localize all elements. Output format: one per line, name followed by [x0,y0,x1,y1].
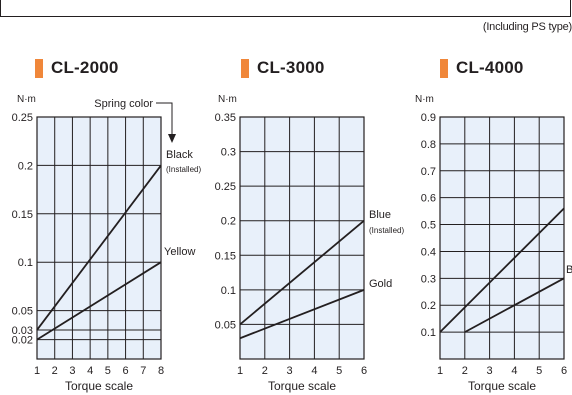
title-marker-icon [440,58,448,78]
title-marker-icon [241,58,249,78]
y-tick-label: 0.05 [215,319,236,331]
chart-title-3: CL-4000 [440,57,524,79]
arrow-down-icon [168,134,176,143]
series-line [439,207,565,333]
series-line [36,261,162,341]
y-tick-label: 0.7 [421,166,436,178]
x-tick-label: 6 [361,365,367,377]
series-label: B [566,264,572,276]
y-axis-unit: N·m [218,94,237,105]
note-text: (Including PS type) [482,21,572,33]
plot-area [36,116,162,360]
y-tick-label: 0.15 [12,209,33,221]
chart-title-text: CL-3000 [257,58,325,77]
chart-title-1: CL-2000 [35,57,119,79]
y-tick-label: 0.6 [421,193,436,205]
x-tick-label: 1 [34,365,40,377]
y-axis-unit: N·m [415,94,434,105]
x-tick-label: 6 [561,365,567,377]
x-tick-label: 5 [105,365,111,377]
y-tick-label: 0.3 [421,273,436,285]
x-tick-label: 1 [237,365,243,377]
x-tick-label: 3 [287,365,293,377]
y-tick-label: 0.2 [421,300,436,312]
chart-title-2: CL-3000 [241,57,325,79]
x-tick-label: 2 [262,365,268,377]
y-tick-label: 0.2 [18,160,33,172]
x-tick-label: 2 [52,365,58,377]
y-tick-label: 0.1 [18,257,33,269]
series-line [464,277,565,333]
header-frame [0,0,571,17]
y-tick-label: 0.4 [421,246,436,258]
y-tick-label: 0.8 [421,139,436,151]
x-tick-label: 4 [87,365,93,377]
y-tick-label: 0.03 [12,325,33,337]
series-line [239,220,365,326]
y-tick-label: 0.3 [221,147,236,159]
x-tick-label: 3 [69,365,75,377]
x-tick-label: 2 [462,365,468,377]
y-tick-label: 0.1 [421,327,436,339]
x-tick-label: 5 [536,365,542,377]
chart-title-text: CL-4000 [456,58,524,77]
x-tick-label: 6 [123,365,129,377]
series-label: Gold [369,278,392,290]
x-tick-label: 8 [158,365,164,377]
x-tick-label: 4 [311,365,317,377]
y-tick-label: 0.2 [221,216,236,228]
x-axis-label: Torque scale [65,379,133,393]
y-tick-label: 0.1 [221,285,236,297]
x-tick-label: 4 [511,365,517,377]
title-marker-icon [35,58,43,78]
series-sublabel: (Installed) [166,165,201,174]
series-label: Yellow [164,246,195,258]
plot-area [439,116,565,360]
y-tick-label: 0.35 [215,112,236,124]
annotation-leader [156,102,173,138]
x-tick-label: 5 [336,365,342,377]
series-line [36,164,162,331]
y-tick-label: 0.9 [421,112,436,124]
y-tick-label: 0.02 [12,335,33,347]
y-tick-label: 0.25 [215,181,236,193]
x-tick-label: 3 [487,365,493,377]
y-tick-label: 0.5 [421,220,436,232]
series-line [239,289,365,340]
series-sublabel: (Installed) [369,226,404,235]
y-tick-label: 0.25 [12,112,33,124]
x-axis-label: Torque scale [268,379,336,393]
plot-area [239,116,365,360]
series-label: Black [166,149,193,161]
y-tick-label: 0.15 [215,250,236,262]
y-axis-unit: N·m [17,94,36,105]
y-tick-label: 0.05 [12,306,33,318]
x-tick-label: 1 [437,365,443,377]
x-axis-label: Torque scale [468,379,536,393]
annotation-label: Spring color [94,98,153,110]
x-tick-label: 7 [140,365,146,377]
series-label: Blue [369,209,391,221]
chart-title-text: CL-2000 [51,58,119,77]
